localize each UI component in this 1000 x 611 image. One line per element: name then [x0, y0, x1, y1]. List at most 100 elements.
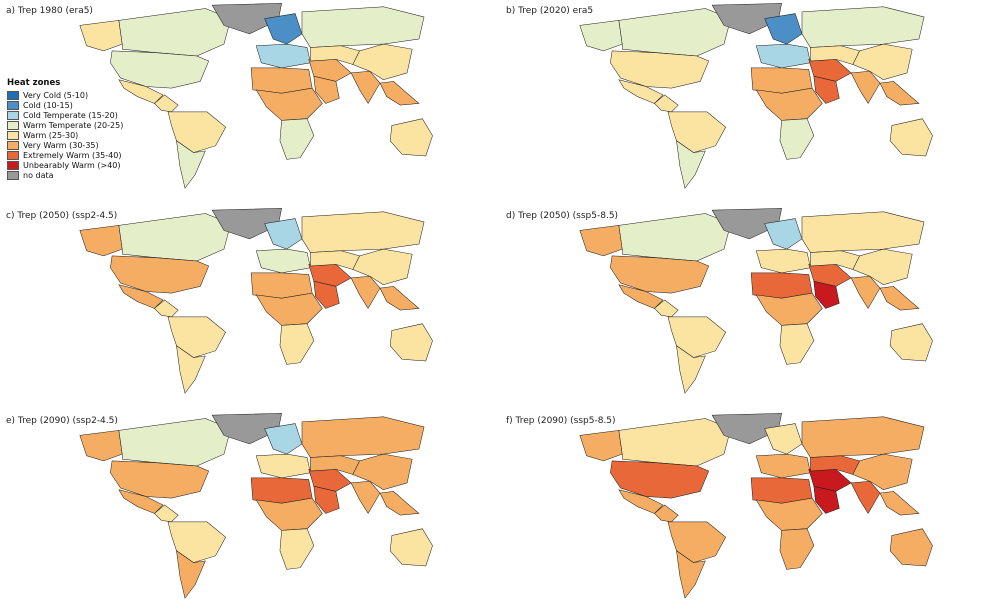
- region-india: [850, 275, 881, 309]
- region-se-asia: [379, 491, 420, 516]
- region-usa: [610, 50, 710, 89]
- world-map: [579, 3, 933, 189]
- region-arabia: [313, 485, 340, 514]
- region-canada: [118, 213, 232, 262]
- legend-swatch: [7, 170, 19, 180]
- map-panel-f: f) Trep (2090) (ssp5-8.5): [500, 410, 970, 605]
- region-south-am-north: [167, 111, 226, 153]
- region-greenland: [711, 3, 782, 35]
- region-india: [350, 480, 381, 514]
- panel-title: f) Trep (2090) (ssp5-8.5): [506, 416, 616, 426]
- region-alaska: [579, 430, 623, 462]
- region-china: [852, 248, 913, 285]
- legend-item: no data: [7, 170, 123, 180]
- region-canada: [618, 213, 732, 262]
- panel-title: a) Trep 1980 (era5): [6, 6, 93, 16]
- region-europe-north: [764, 218, 803, 250]
- region-europe-north: [764, 13, 803, 45]
- region-south-am-north: [167, 316, 226, 358]
- region-south-am-north: [167, 521, 226, 563]
- region-central-africa: [255, 497, 323, 531]
- heat-zones-legend: Heat zones Very Cold (5-10) Cold (10-15) C…: [7, 78, 123, 180]
- region-greenland: [211, 208, 282, 240]
- region-south-am-north: [667, 111, 726, 153]
- region-south-am-south: [676, 345, 706, 394]
- region-russia: [801, 416, 925, 458]
- region-india: [850, 480, 881, 514]
- region-south-africa: [779, 118, 815, 160]
- region-australia: [389, 323, 433, 362]
- region-china: [852, 453, 913, 490]
- region-alaska: [579, 20, 623, 52]
- region-europe-north: [264, 13, 303, 45]
- legend-label: Extremely Warm (35-40): [23, 150, 122, 160]
- region-australia: [889, 118, 933, 157]
- region-south-am-south: [176, 550, 206, 599]
- map-panel-e: e) Trep (2090) (ssp2-4.5): [0, 410, 470, 605]
- legend-swatch: [7, 160, 19, 170]
- region-central-am: [654, 299, 679, 318]
- region-russia: [801, 211, 925, 253]
- legend-item: Very Cold (5-10): [7, 90, 123, 100]
- region-south-am-south: [676, 140, 706, 189]
- region-south-am-south: [176, 345, 206, 394]
- region-australia: [389, 528, 433, 567]
- region-canada: [618, 8, 732, 57]
- region-europe: [255, 248, 311, 274]
- legend-title: Heat zones: [7, 78, 61, 88]
- region-alaska: [79, 225, 123, 257]
- region-europe: [255, 453, 311, 479]
- panel-title: c) Trep (2050) (ssp2-4.5): [6, 211, 118, 221]
- region-europe: [755, 43, 811, 69]
- region-south-am-south: [676, 550, 706, 599]
- region-europe: [255, 43, 311, 69]
- region-south-africa: [779, 323, 815, 365]
- region-alaska: [79, 430, 123, 462]
- region-greenland: [211, 413, 282, 445]
- legend-label: Very Cold (5-10): [23, 90, 89, 100]
- region-se-asia: [379, 286, 420, 311]
- region-south-africa: [279, 528, 315, 570]
- region-central-africa: [755, 497, 823, 531]
- region-arabia: [813, 485, 840, 514]
- map-panel-d: d) Trep (2050) (ssp5-8.5): [500, 205, 970, 400]
- legend-swatch: [7, 100, 19, 110]
- region-europe: [755, 453, 811, 479]
- region-usa: [110, 50, 210, 89]
- legend-item: Cold Temperate (15-20): [7, 110, 123, 120]
- region-china: [352, 248, 413, 285]
- region-south-am-south: [176, 140, 206, 189]
- region-se-asia: [879, 286, 920, 311]
- legend-item: Cold (10-15): [7, 100, 123, 110]
- region-south-africa: [279, 323, 315, 365]
- legend-item: Unbearably Warm (>40): [7, 160, 123, 170]
- region-canada: [618, 418, 732, 467]
- region-greenland: [711, 413, 782, 445]
- region-australia: [389, 118, 433, 157]
- region-usa: [610, 255, 710, 294]
- region-central-africa: [255, 87, 323, 121]
- region-central-am: [154, 299, 179, 318]
- panel-title: d) Trep (2050) (ssp5-8.5): [506, 211, 619, 221]
- legend-label: Cold Temperate (15-20): [23, 110, 118, 120]
- region-central-africa: [755, 292, 823, 326]
- region-europe: [755, 248, 811, 274]
- region-central-africa: [255, 292, 323, 326]
- region-alaska: [579, 225, 623, 257]
- region-india: [850, 70, 881, 104]
- region-russia: [301, 416, 425, 458]
- legend-item: Very Warm (30-35): [7, 140, 123, 150]
- world-map: [79, 413, 433, 599]
- region-se-asia: [879, 491, 920, 516]
- region-arabia: [313, 280, 340, 309]
- region-australia: [889, 528, 933, 567]
- region-canada: [118, 8, 232, 57]
- region-russia: [301, 211, 425, 253]
- region-se-asia: [379, 81, 420, 106]
- region-se-asia: [879, 81, 920, 106]
- legend-swatch: [7, 140, 19, 150]
- map-panel-b: b) Trep (2020) era5: [500, 0, 970, 195]
- panel-title: b) Trep (2020) era5: [506, 6, 594, 16]
- region-europe-north: [264, 423, 303, 455]
- region-india: [350, 275, 381, 309]
